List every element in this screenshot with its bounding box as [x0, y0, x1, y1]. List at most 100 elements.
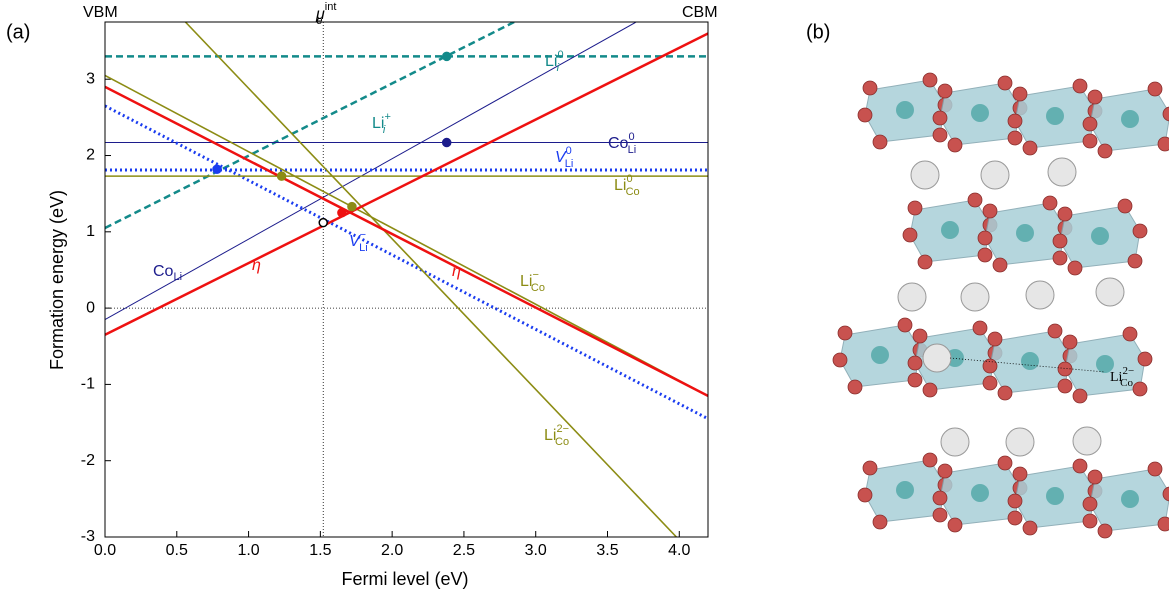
mu-sub: e [316, 15, 322, 27]
y-tick-label: -1 [81, 376, 95, 393]
lithium [960, 282, 990, 312]
line-label: Co0 Li [608, 131, 636, 156]
oxygen [1127, 253, 1143, 269]
panel-label: (a) [6, 21, 30, 43]
oxygen [872, 134, 888, 150]
oxygen [997, 385, 1013, 401]
mu-label: μint e [315, 1, 336, 27]
oxygen [1007, 113, 1023, 129]
oxygen [907, 200, 923, 216]
oxygen [992, 257, 1008, 273]
line-label: Li2− Co [544, 423, 569, 448]
lines [105, 22, 708, 537]
cobalt [1046, 107, 1064, 125]
oxygen [1147, 461, 1163, 477]
lithium [910, 160, 940, 190]
oxygen [1042, 195, 1058, 211]
cobalt [1121, 110, 1139, 128]
cobalt [1121, 490, 1139, 508]
oxygen [997, 75, 1013, 91]
oxygen [987, 331, 1003, 347]
oxygen [1057, 361, 1073, 377]
mu-main: μ [315, 6, 325, 23]
cbm-label: CBM [682, 4, 718, 21]
line-series [105, 85, 708, 397]
oxygen [1082, 513, 1098, 529]
oxygen [932, 507, 948, 523]
oxygen [937, 83, 953, 99]
point [347, 201, 357, 212]
line-series [105, 104, 708, 421]
x-tick-label: 3.0 [525, 542, 547, 559]
oxygen [947, 517, 963, 533]
point [318, 217, 328, 228]
line-label: η [252, 257, 261, 274]
oxygen [932, 110, 948, 126]
structure-label: Li2− Co [1110, 365, 1134, 389]
pointer [949, 357, 1106, 373]
x-tick-label: 1.0 [237, 542, 259, 559]
line-label: Li0 Co [614, 173, 640, 198]
oxygen [1087, 469, 1103, 485]
oxygen [932, 127, 948, 143]
y-tick-label: 1 [86, 223, 95, 240]
lithium [940, 427, 970, 457]
oxygen [967, 192, 983, 208]
x-tick-label: 3.5 [596, 542, 618, 559]
point [337, 207, 347, 218]
oxygen [857, 487, 873, 503]
plot-frame [104, 21, 709, 538]
oxygen [1022, 520, 1038, 536]
point [441, 137, 452, 148]
cobalt [896, 481, 914, 499]
y-tick-label: 3 [86, 70, 95, 87]
lithium [1072, 426, 1102, 456]
y-tick-label: 0 [86, 299, 95, 316]
line-label: V0 Li [555, 145, 573, 170]
oxygen [862, 460, 878, 476]
oxygen [972, 320, 988, 336]
mu-sup: int [325, 1, 337, 13]
oxygen [937, 463, 953, 479]
vbm-label: VBM [83, 4, 118, 21]
oxygen [1022, 140, 1038, 156]
cobalt [1096, 355, 1114, 373]
cobalt [1016, 224, 1034, 242]
x-tick-label: 2.5 [453, 542, 475, 559]
oxygen [902, 227, 918, 243]
line-series [184, 22, 677, 537]
oxygen [997, 455, 1013, 471]
oxygen [1082, 133, 1098, 149]
oxygen [847, 379, 863, 395]
oxygen [832, 352, 848, 368]
oxygen [1047, 323, 1063, 339]
line-label: V− Li [349, 229, 368, 254]
cobalt [941, 221, 959, 239]
oxygen [1097, 523, 1113, 539]
cobalt [896, 101, 914, 119]
lithium [1047, 157, 1077, 187]
oxygen [1122, 326, 1138, 342]
oxygen [1057, 378, 1073, 394]
x-tick-label: 1.5 [309, 542, 331, 559]
oxygen [1007, 130, 1023, 146]
line-label: CoLi [153, 263, 182, 283]
oxygen [1072, 78, 1088, 94]
line-series [105, 32, 708, 336]
oxygen [1007, 510, 1023, 526]
oxygen [1072, 458, 1088, 474]
oxygen [857, 107, 873, 123]
oxygen [922, 452, 938, 468]
oxygen [982, 203, 998, 219]
oxygen [1137, 351, 1153, 367]
plot: 0.0 0.5 1.0 1.5 2.0 2.5 3.0 3.5 4.0 -3 -2 -1 0 1 2 3 [81, 21, 709, 559]
x-tick-label: 4.0 [668, 542, 690, 559]
oxygen [1057, 206, 1073, 222]
x-tick-label: 2.0 [381, 542, 403, 559]
oxygen [1147, 81, 1163, 97]
oxygen [922, 382, 938, 398]
oxygen [1072, 388, 1088, 404]
x-tick-label: 0.0 [94, 542, 116, 559]
oxygen [977, 247, 993, 263]
